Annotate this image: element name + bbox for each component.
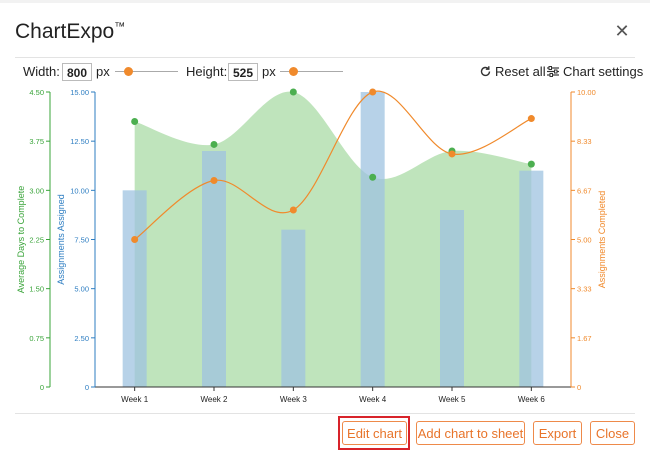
footer-divider xyxy=(15,413,635,414)
bar[interactable] xyxy=(360,92,385,387)
area-series xyxy=(134,91,532,388)
sliders-icon xyxy=(547,66,559,77)
bar[interactable] xyxy=(281,229,306,387)
middle-axis-tick-label: 5.00 xyxy=(74,285,89,294)
left-axis-tick-label: 2.25 xyxy=(29,236,44,245)
area-point[interactable] xyxy=(369,173,377,181)
reset-icon xyxy=(480,66,491,77)
close-button[interactable]: Close xyxy=(590,421,635,445)
right-axis-title: Assignments Completed xyxy=(597,191,607,289)
middle-axis-tick-label: 10.00 xyxy=(70,186,89,195)
x-tick-label: Week 2 xyxy=(201,395,229,404)
left-axis-tick-label: 4.50 xyxy=(29,88,44,97)
close-icon[interactable]: ✕ xyxy=(614,21,630,41)
bar[interactable] xyxy=(122,190,147,387)
line-point[interactable] xyxy=(131,236,139,243)
middle-axis-tick-label: 7.50 xyxy=(74,236,89,245)
add-chart-to-sheet-button[interactable]: Add chart to sheet xyxy=(416,421,525,445)
right-axis-tick-label: 10.00 xyxy=(577,88,596,97)
export-button[interactable]: Export xyxy=(533,421,582,445)
left-axis-tick-label: 1.50 xyxy=(29,285,44,294)
right-axis-tick-label: 8.33 xyxy=(577,137,592,146)
height-unit: px xyxy=(262,64,276,79)
area-point[interactable] xyxy=(289,88,297,96)
area-point[interactable] xyxy=(210,140,218,148)
x-tick-label: Week 4 xyxy=(359,395,387,404)
height-label: Height: xyxy=(186,64,228,79)
middle-axis-tick-label: 12.50 xyxy=(70,137,89,146)
left-axis-tick-label: 3.00 xyxy=(29,186,44,195)
chart-settings-button[interactable]: Chart settings xyxy=(546,64,643,79)
header-divider xyxy=(15,57,635,58)
line-point[interactable] xyxy=(289,206,297,214)
left-axis-tick-label: 3.75 xyxy=(29,137,44,146)
reset-all-button[interactable]: Reset all xyxy=(479,64,546,79)
right-axis-tick-label: 1.67 xyxy=(577,334,592,343)
left-axis-tick-label: 0.75 xyxy=(29,334,44,343)
x-tick-label: Week 1 xyxy=(121,395,149,404)
bar[interactable] xyxy=(440,210,464,387)
reset-all-label: Reset all xyxy=(495,64,546,79)
right-axis-tick-label: 0 xyxy=(577,383,581,392)
width-input[interactable]: 800 xyxy=(62,63,92,81)
chart-settings-label: Chart settings xyxy=(563,64,644,79)
line-point[interactable] xyxy=(210,177,218,184)
middle-axis-tick-label: 0 xyxy=(85,383,89,392)
height-slider-thumb[interactable] xyxy=(288,67,298,76)
bar[interactable] xyxy=(519,170,544,387)
right-axis-tick-label: 3.33 xyxy=(577,285,592,294)
width-slider-thumb[interactable] xyxy=(123,67,133,76)
edit-chart-button[interactable]: Edit chart xyxy=(342,421,407,445)
width-slider-track[interactable] xyxy=(115,71,178,72)
right-axis-tick-label: 5.00 xyxy=(577,236,592,245)
x-tick-label: Week 6 xyxy=(518,395,546,404)
area-point[interactable] xyxy=(131,118,139,125)
dialog-title: ChartExpo™ xyxy=(15,20,126,43)
left-axis-title: Average Days to Complete xyxy=(16,186,26,293)
left-axis-tick-label: 0 xyxy=(40,383,44,392)
middle-axis-title: Assignments Assigned xyxy=(56,194,66,285)
line-point[interactable] xyxy=(527,115,535,123)
edit-chart-highlight xyxy=(338,416,410,450)
x-tick-label: Week 5 xyxy=(439,395,467,404)
top-divider xyxy=(0,0,650,3)
right-axis-tick-label: 6.67 xyxy=(577,186,592,195)
middle-axis-tick-label: 15.00 xyxy=(70,88,89,97)
area-point[interactable] xyxy=(527,160,535,168)
height-input[interactable]: 525 xyxy=(228,63,258,81)
x-tick-label: Week 3 xyxy=(280,395,308,404)
line-point[interactable] xyxy=(448,150,456,158)
width-label: Width: xyxy=(23,64,60,79)
height-slider-track[interactable] xyxy=(280,71,343,72)
bar[interactable] xyxy=(202,151,226,387)
chart: Week 1 Week 2 Week 3 Week 4 Week 5 Week 6 0 0.7… xyxy=(16,88,607,404)
line-point[interactable] xyxy=(369,88,377,96)
middle-axis-tick-label: 2.50 xyxy=(74,334,89,343)
width-unit: px xyxy=(96,64,110,79)
